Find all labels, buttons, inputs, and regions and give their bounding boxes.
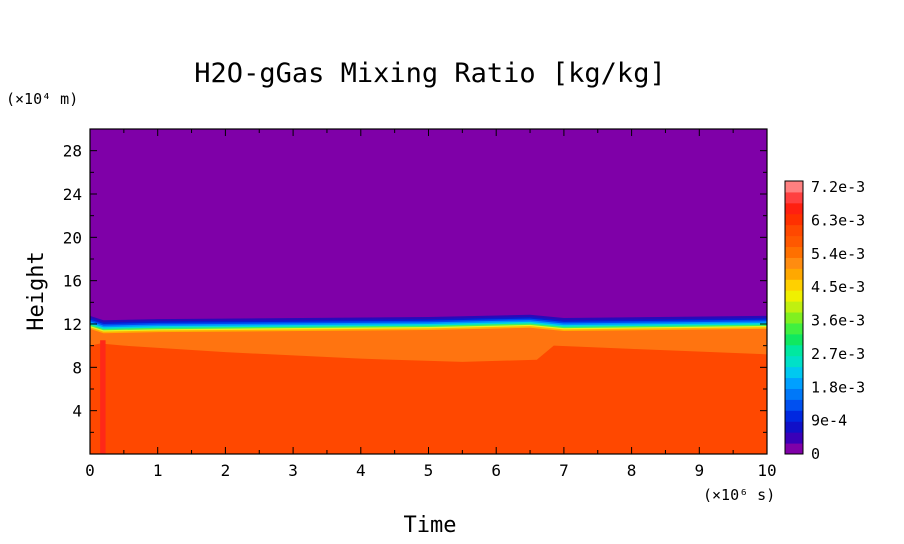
colorbar-swatch (785, 399, 803, 411)
colorbar-swatch (785, 301, 803, 313)
x-tick-label: 1 (153, 461, 163, 480)
colorbar-swatch (785, 181, 803, 193)
y-axis-multiplier: (×10⁴ m) (6, 90, 78, 108)
colorbar-label: 3.6e-3 (811, 312, 865, 330)
colorbar-label: 6.3e-3 (811, 211, 865, 229)
y-tick-label: 24 (63, 185, 82, 204)
colorbar-label: 4.5e-3 (811, 278, 865, 296)
x-tick-label: 7 (559, 461, 569, 480)
y-tick-label: 12 (63, 315, 82, 334)
colorbar-swatch (785, 202, 803, 215)
colorbar-swatch (785, 246, 803, 258)
colorbar-swatch (785, 290, 803, 302)
colorbar-swatch (785, 344, 803, 357)
colorbar-label: 7.2e-3 (811, 178, 865, 196)
colorbar-label: 2.7e-3 (811, 345, 865, 363)
x-tick-label: 2 (221, 461, 231, 480)
x-axis-multiplier: (×10⁶ s) (703, 486, 775, 504)
x-tick-label: 8 (627, 461, 637, 480)
colorbar-swatch (785, 366, 803, 379)
x-tick-label: 4 (356, 461, 366, 480)
colorbar-frame (784, 180, 804, 455)
x-tick-label: 6 (491, 461, 501, 480)
colorbar-label: 0 (811, 445, 820, 463)
colorbar-swatch (785, 377, 803, 389)
colorbar: 7.2e-3 6.3e-3 5.4e-3 4.5e-3 3.6e-3 2.7e-3 1.8e… (784, 178, 865, 463)
colorbar-swatch (785, 312, 803, 324)
colorbar-label: 1.8e-3 (811, 378, 865, 396)
colorbar-swatch (785, 333, 803, 346)
colorbar-swatch (785, 443, 803, 455)
colorbar-swatch (785, 279, 803, 291)
y-tick-label: 4 (72, 402, 82, 421)
y-tick-label: 20 (63, 228, 82, 247)
colorbar-swatch (785, 355, 803, 368)
x-tick-label: 5 (424, 461, 434, 480)
y-axis-label: Height (24, 251, 49, 330)
colorbar-swatch (785, 257, 803, 269)
colorbar-swatch (785, 268, 803, 280)
colorbar-label: 5.4e-3 (811, 245, 865, 263)
heatmap-plot (90, 129, 767, 454)
x-tick-label: 3 (288, 461, 298, 480)
initial-spike (100, 340, 106, 454)
colorbar-swatch (785, 235, 803, 248)
colorbar-swatch (785, 224, 803, 237)
x-tick-label: 0 (85, 461, 95, 480)
region-surface (90, 343, 767, 454)
y-tick-label: 8 (72, 358, 82, 377)
chart-title: H2O-gGas Mixing Ratio [kg/kg] (194, 58, 665, 89)
colorbar-swatch (785, 191, 803, 204)
colorbar-swatch (785, 410, 803, 422)
y-tick-label: 16 (63, 272, 82, 291)
x-tick-label: 10 (757, 461, 776, 480)
colorbar-swatch (785, 421, 803, 433)
colorbar-swatch (785, 213, 803, 226)
x-axis-label: Time (404, 513, 457, 538)
y-tick-label: 28 (63, 142, 82, 161)
colorbar-swatch (785, 432, 803, 444)
x-tick-label: 9 (694, 461, 704, 480)
colorbar-swatch (785, 322, 803, 335)
colorbar-swatch (785, 388, 803, 400)
colorbar-label: 9e-4 (811, 412, 847, 430)
